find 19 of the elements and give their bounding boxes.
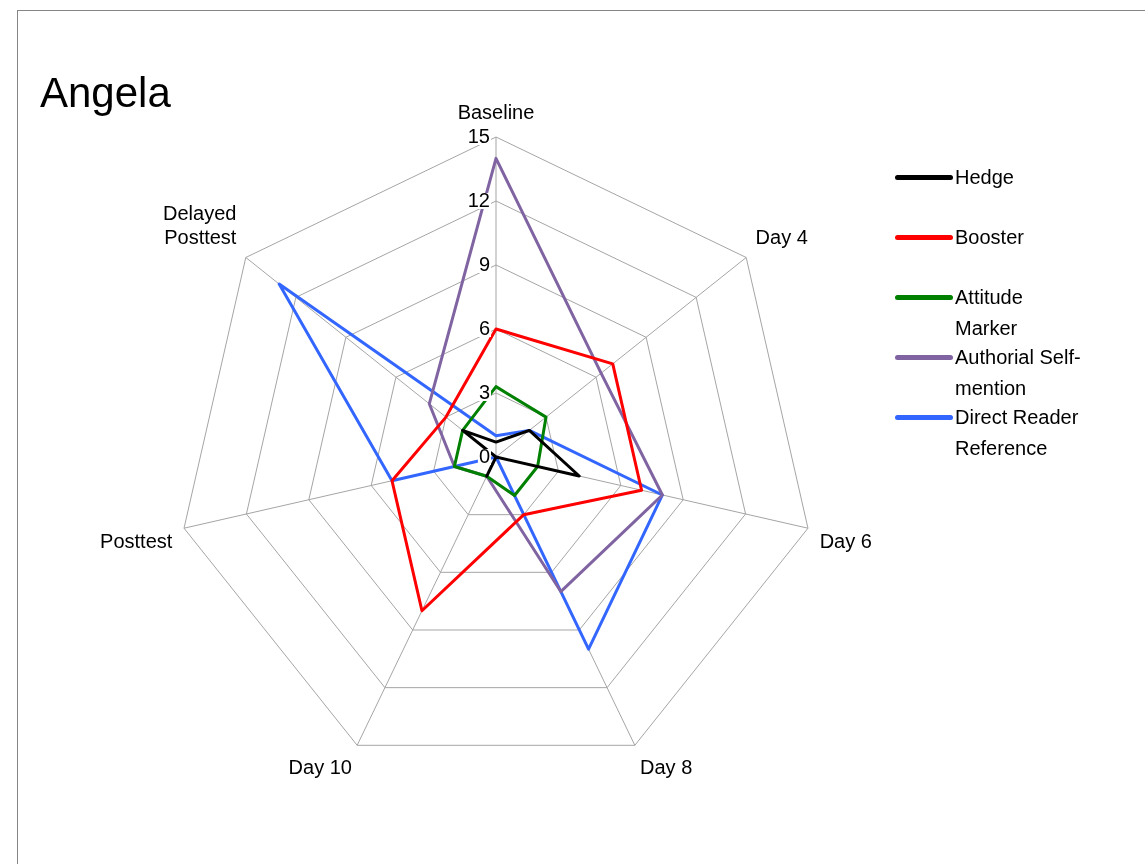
spoke-label: Posttest — [100, 530, 173, 553]
y-tick-label: 15 — [467, 124, 490, 147]
legend-label: Authorial Self-mention — [955, 345, 1082, 401]
spoke-label: Day 10 — [288, 755, 352, 778]
y-tick-label: 0 — [478, 444, 490, 467]
y-tick-label: 6 — [478, 316, 490, 339]
chart-title: Angela — [40, 68, 171, 118]
legend-label: Attitude Marker — [955, 285, 1024, 341]
y-tick-label: 12 — [467, 188, 490, 211]
spoke-label: Baseline — [457, 100, 535, 123]
spoke-label: Day 4 — [755, 225, 808, 248]
legend-label: Direct Reader Reference — [955, 405, 1080, 461]
legend-label: Booster — [955, 225, 1025, 250]
legend-label: Hedge — [955, 165, 1015, 190]
spoke-label: Day 6 — [819, 530, 872, 553]
spoke-label: Day 8 — [640, 755, 693, 778]
spoke-label: Delayed Posttest — [163, 201, 237, 248]
y-tick-label: 3 — [478, 380, 490, 403]
y-tick-label: 9 — [478, 252, 490, 275]
